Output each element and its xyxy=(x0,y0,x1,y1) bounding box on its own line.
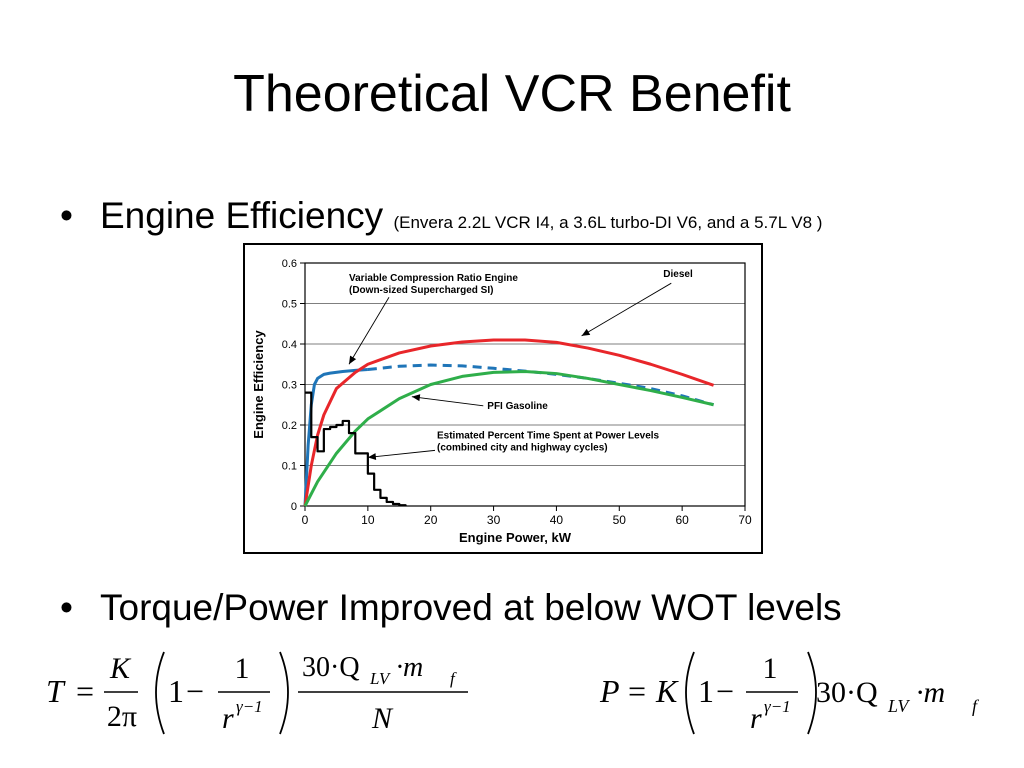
series-line-3 xyxy=(303,370,714,507)
eq-r: r xyxy=(750,702,762,735)
eq-exponent: γ−1 xyxy=(764,697,791,716)
annotation-text: Diesel xyxy=(663,269,693,280)
eq-K: K xyxy=(655,673,679,709)
arrow-head xyxy=(581,328,591,336)
eq-2pi: 2π xyxy=(107,700,137,733)
y-tick-label: 0.4 xyxy=(282,339,297,351)
eq-P: P xyxy=(599,673,620,709)
chart-grid xyxy=(304,262,746,507)
bullet-text: Engine Efficiency xyxy=(100,195,384,236)
x-tick-label: 70 xyxy=(738,513,752,527)
annotation-arrow xyxy=(581,282,672,337)
eq-minus: − xyxy=(716,673,734,709)
slide-title: Theoretical VCR Benefit xyxy=(233,65,791,123)
eq-minus: − xyxy=(186,673,204,709)
power-equation: P = K 1 − 1 r γ−1 30·Q LV ·m f xyxy=(599,651,980,735)
eq-rhs-sub2: f xyxy=(450,669,457,688)
bullet-marker: • xyxy=(60,195,73,236)
series-line-0 xyxy=(303,368,368,507)
eq-rhs-mul: ·m xyxy=(916,676,945,709)
chart-axes: 0 0.1 0.2 0.3 0.4 0.5 0.6 0 10 20 30 40 50 60 70 xyxy=(282,258,752,527)
annotation-arrow xyxy=(367,449,436,458)
bullet-marker: • xyxy=(60,587,73,628)
series-line-2 xyxy=(303,338,715,507)
eq-equals: = xyxy=(76,673,94,709)
annotation-subtext: (combined city and highway cycles) xyxy=(437,442,608,453)
eq-K: K xyxy=(109,652,132,685)
eq-rhs-sub: LV xyxy=(887,696,910,716)
x-tick-label: 20 xyxy=(424,513,438,527)
eq-equals: = xyxy=(628,673,646,709)
arrow-head xyxy=(349,355,357,365)
bullet-torque-power: • Torque/Power Improved at below WOT leve… xyxy=(60,586,842,630)
eq-rhs-sub2: f xyxy=(972,696,980,716)
annotation-arrow xyxy=(348,296,390,365)
y-tick-label: 0.6 xyxy=(282,258,297,270)
x-tick-label: 60 xyxy=(675,513,689,527)
y-tick-label: 0.1 xyxy=(282,461,297,473)
annotation-subtext: (Down-sized Supercharged SI) xyxy=(349,285,493,296)
torque-equation: T = K 2π 1 − 1 r γ−1 30·Q LV ·m f N xyxy=(46,651,468,735)
x-tick-label: 50 xyxy=(613,513,627,527)
arrow-head xyxy=(411,394,421,402)
annotation-text: PFI Gasoline xyxy=(487,401,548,412)
chart-series xyxy=(303,338,715,507)
series-line-4 xyxy=(305,391,407,507)
y-tick-label: 0.2 xyxy=(282,420,297,432)
x-axis-label: Engine Power, kW xyxy=(459,530,572,545)
eq-rhs-num: 30·Q xyxy=(302,652,360,683)
chart-annotations: Variable Compression Ratio Engine(Down-s… xyxy=(348,269,693,461)
eq-exponent: γ−1 xyxy=(236,697,263,716)
eq-frac-num: 1 xyxy=(235,652,250,685)
eq-rhs-sub: LV xyxy=(369,669,392,688)
x-tick-label: 40 xyxy=(550,513,564,527)
bullet-text: Torque/Power Improved at below WOT level… xyxy=(100,587,842,628)
eq-rhs-mul: ·m xyxy=(396,652,423,683)
annotation-text: Variable Compression Ratio Engine xyxy=(349,273,518,284)
eq-T: T xyxy=(46,673,66,709)
x-tick-label: 10 xyxy=(361,513,375,527)
eq-frac-num: 1 xyxy=(763,652,778,685)
eq-one: 1 xyxy=(168,673,184,709)
efficiency-chart: 0 0.1 0.2 0.3 0.4 0.5 0.6 0 10 20 30 40 50 60 70 Varia… xyxy=(251,258,752,545)
bullet-engine-efficiency: • Engine Efficiency (Envera 2.2L VCR I4, … xyxy=(60,194,822,245)
y-tick-label: 0.3 xyxy=(282,380,297,392)
y-axis-label: Engine Efficiency xyxy=(251,330,266,439)
arrow-head xyxy=(367,453,377,461)
eq-one: 1 xyxy=(698,673,714,709)
annotation-arrow xyxy=(411,396,484,407)
eq-r: r xyxy=(222,702,234,735)
bullet-note: (Envera 2.2L VCR I4, a 3.6L turbo-DI V6,… xyxy=(393,213,823,232)
y-tick-label: 0.5 xyxy=(282,299,297,311)
annotation-text: Estimated Percent Time Spent at Power Le… xyxy=(437,430,660,441)
efficiency-chart-frame: 0 0.1 0.2 0.3 0.4 0.5 0.6 0 10 20 30 40 50 60 70 Varia… xyxy=(243,243,763,554)
eq-N: N xyxy=(371,702,394,735)
eq-rhs: 30·Q xyxy=(816,676,878,709)
y-tick-label: 0 xyxy=(291,501,297,513)
x-tick-label: 30 xyxy=(487,513,501,527)
x-tick-label: 0 xyxy=(302,513,309,527)
